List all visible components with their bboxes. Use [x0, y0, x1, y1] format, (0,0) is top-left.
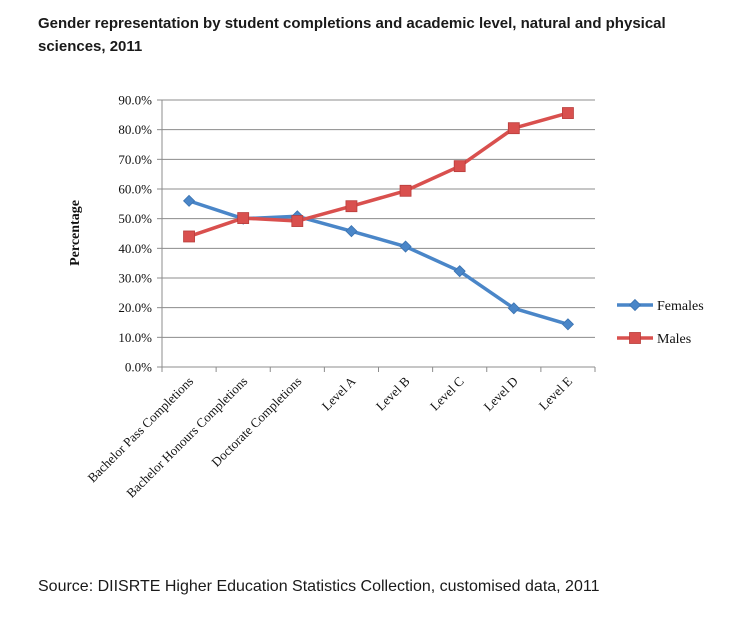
- legend: Females Males: [617, 298, 704, 347]
- y-tick-label: 20.0%: [118, 300, 152, 315]
- grid-lines: [162, 99, 595, 368]
- males-series-line: [188, 111, 569, 239]
- males-point: [562, 107, 574, 119]
- legend-females-label: Females: [657, 299, 704, 314]
- legend-males-marker: [629, 332, 641, 344]
- y-tick-label: 60.0%: [118, 182, 152, 197]
- x-tick-label: Level C: [427, 374, 467, 414]
- y-tick-label: 90.0%: [118, 93, 152, 108]
- y-tick-label: 80.0%: [118, 122, 152, 137]
- females-point: [182, 194, 196, 207]
- males-point: [345, 200, 358, 213]
- legend-females-marker: [628, 298, 642, 312]
- males-point: [507, 122, 520, 135]
- females-point: [345, 225, 358, 238]
- females-point: [561, 318, 575, 331]
- x-tick-label: Level B: [373, 373, 413, 413]
- females-point: [507, 302, 520, 315]
- axes: [157, 99, 596, 372]
- y-tick-label: 40.0%: [118, 241, 152, 256]
- series-group: [182, 107, 575, 331]
- x-tick-label: Level A: [319, 373, 359, 413]
- y-tick-label: 30.0%: [118, 271, 152, 286]
- legend-males-label: Males: [657, 332, 691, 347]
- y-tick-label: 50.0%: [118, 211, 152, 226]
- females-point: [399, 240, 412, 253]
- males-point: [453, 160, 466, 173]
- males-point: [237, 212, 250, 224]
- y-tick-labels: 0.0% 10.0% 20.0% 30.0% 40.0% 50.0% 60.0% 70.0% 8…: [118, 93, 152, 375]
- males-point: [291, 215, 304, 227]
- females-point: [453, 265, 466, 278]
- males-point: [183, 230, 195, 243]
- x-tick-label: Level E: [536, 373, 575, 412]
- y-tick-label: 0.0%: [125, 360, 152, 375]
- x-tick-label: Bachelor Pass Completions: [84, 374, 196, 486]
- x-tick-label: Level D: [480, 374, 520, 414]
- y-tick-label: 10.0%: [118, 330, 152, 345]
- y-tick-label: 70.0%: [118, 152, 152, 167]
- x-tick-label: Doctorate Completions: [208, 374, 304, 470]
- males-point: [399, 184, 412, 197]
- chart-title: Gender representation by student complet…: [38, 15, 666, 55]
- source-note: Source: DIISRTE Higher Education Statist…: [38, 578, 600, 595]
- y-axis-label: Percentage: [68, 200, 83, 266]
